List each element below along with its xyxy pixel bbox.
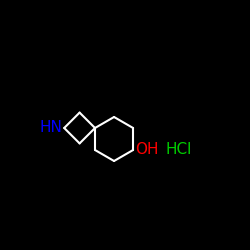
Text: OH: OH (135, 142, 158, 158)
Text: HCl: HCl (165, 142, 192, 158)
Text: HN: HN (39, 120, 62, 136)
